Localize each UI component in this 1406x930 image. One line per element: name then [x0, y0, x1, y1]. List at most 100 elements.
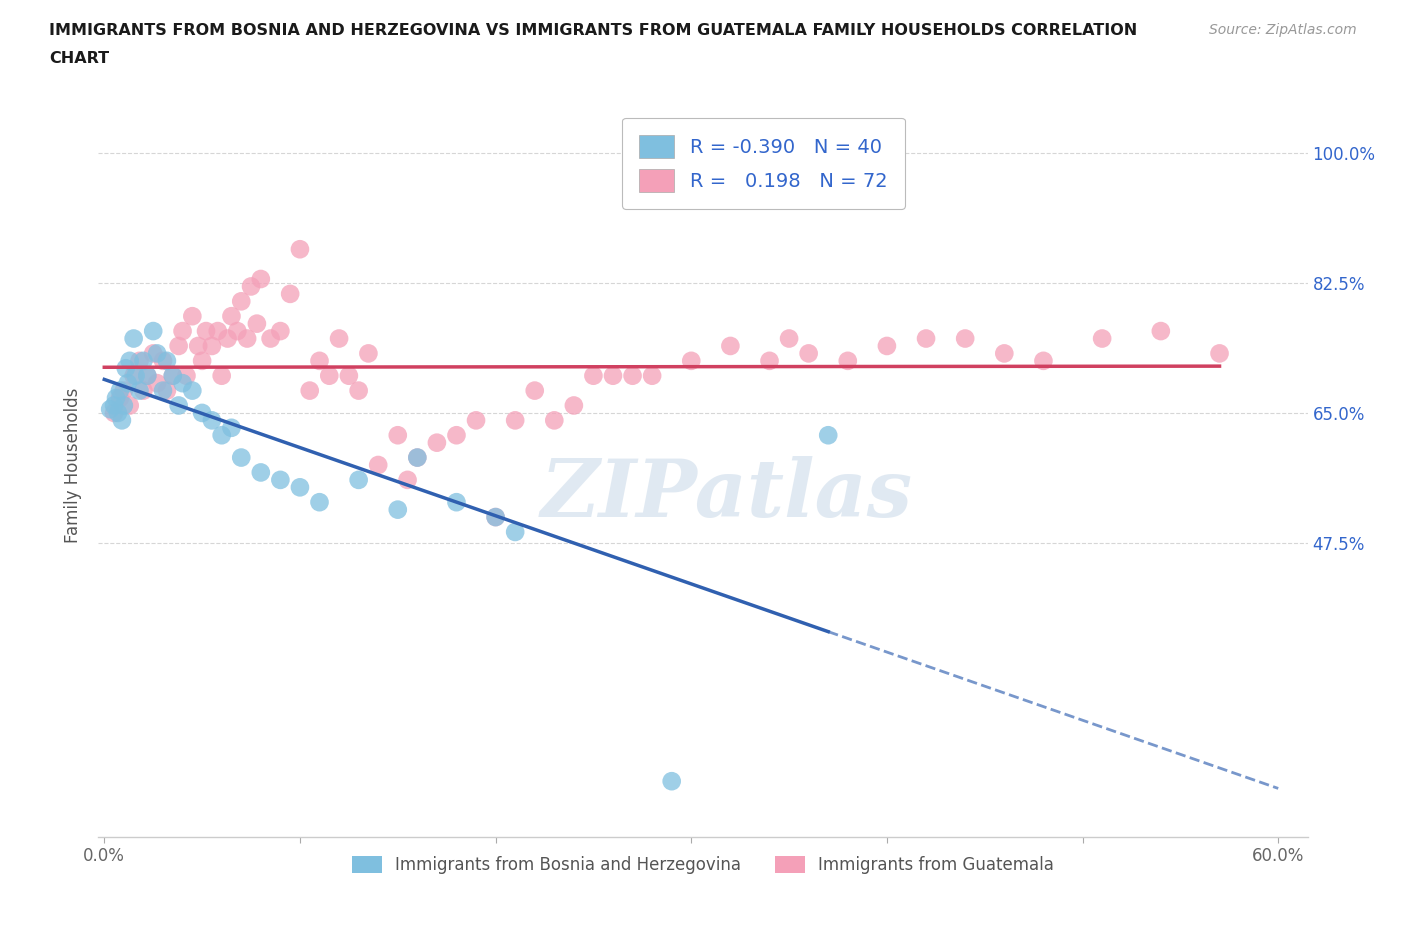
Point [367, 458, 389, 472]
Point [181, 383, 204, 398]
Text: ZIPatlas: ZIPatlas [541, 456, 914, 534]
Point [108, 391, 131, 405]
Point [915, 331, 938, 346]
Point [172, 324, 194, 339]
Point [167, 339, 190, 353]
Point [993, 346, 1015, 361]
Point [221, 309, 243, 324]
Point [118, 398, 141, 413]
Point [406, 450, 429, 465]
Point [357, 346, 380, 361]
Point [337, 368, 360, 383]
Point [681, 353, 703, 368]
Point [156, 353, 179, 368]
Point [132, 353, 155, 368]
Point [817, 428, 839, 443]
Point [250, 272, 273, 286]
Point [207, 324, 229, 339]
Point [426, 435, 449, 450]
Point [191, 353, 214, 368]
Point [503, 525, 526, 539]
Point [259, 331, 281, 346]
Point [308, 353, 330, 368]
Point [758, 353, 780, 368]
Y-axis label: Family Households: Family Households [65, 387, 83, 543]
Point [122, 331, 145, 346]
Point [797, 346, 820, 361]
Point [387, 428, 409, 443]
Point [231, 294, 253, 309]
Point [176, 368, 198, 383]
Point [543, 413, 565, 428]
Point [98, 402, 121, 417]
Point [308, 495, 330, 510]
Point [396, 472, 419, 487]
Point [231, 450, 253, 465]
Point [195, 324, 218, 339]
Point [953, 331, 976, 346]
Point [269, 324, 291, 339]
Point [187, 339, 209, 353]
Point [107, 405, 129, 420]
Point [1091, 331, 1114, 346]
Point [118, 353, 141, 368]
Point [318, 368, 340, 383]
Point [621, 368, 644, 383]
Point [152, 383, 174, 398]
Text: Source: ZipAtlas.com: Source: ZipAtlas.com [1209, 23, 1357, 37]
Point [1150, 324, 1173, 339]
Legend: Immigrants from Bosnia and Herzegovina, Immigrants from Guatemala: Immigrants from Bosnia and Herzegovina, … [346, 849, 1060, 881]
Point [112, 383, 135, 398]
Point [602, 368, 624, 383]
Point [201, 339, 224, 353]
Text: CHART: CHART [49, 51, 110, 66]
Point [446, 428, 468, 443]
Point [465, 413, 488, 428]
Point [484, 510, 506, 525]
Point [582, 368, 605, 383]
Point [103, 398, 125, 413]
Point [132, 383, 155, 398]
Point [503, 413, 526, 428]
Point [221, 420, 243, 435]
Point [661, 774, 683, 789]
Point [114, 361, 136, 376]
Point [122, 368, 145, 383]
Point [201, 413, 224, 428]
Point [876, 339, 898, 353]
Point [298, 383, 321, 398]
Point [278, 286, 301, 301]
Point [211, 428, 233, 443]
Point [108, 383, 131, 398]
Point [484, 510, 506, 525]
Point [718, 339, 741, 353]
Point [641, 368, 664, 383]
Point [146, 346, 169, 361]
Point [240, 279, 263, 294]
Point [347, 383, 370, 398]
Point [1032, 353, 1054, 368]
Point [117, 376, 139, 391]
Point [136, 368, 159, 383]
Point [191, 405, 214, 420]
Point [778, 331, 800, 346]
Point [328, 331, 350, 346]
Point [446, 495, 468, 510]
Point [112, 398, 135, 413]
Point [246, 316, 269, 331]
Point [146, 376, 169, 391]
Point [288, 242, 311, 257]
Point [156, 383, 179, 398]
Point [347, 472, 370, 487]
Point [128, 383, 150, 398]
Point [837, 353, 859, 368]
Point [217, 331, 239, 346]
Point [128, 353, 150, 368]
Point [105, 391, 128, 405]
Point [103, 405, 125, 420]
Point [562, 398, 585, 413]
Point [387, 502, 409, 517]
Point [136, 368, 159, 383]
Point [142, 346, 165, 361]
Point [226, 324, 249, 339]
